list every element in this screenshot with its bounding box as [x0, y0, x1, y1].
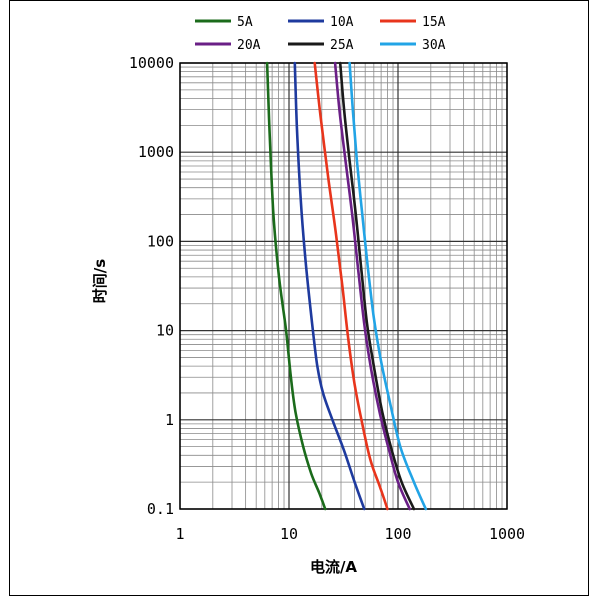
y-tick-label: 0.1	[147, 500, 174, 518]
legend-label-30A: 30A	[422, 38, 446, 53]
legend-label-10A: 10A	[330, 15, 354, 30]
x-tick-label: 100	[384, 525, 411, 543]
series-line-20A	[333, 61, 411, 511]
grid-minor	[180, 63, 507, 509]
series-line-30A	[348, 61, 428, 511]
y-tick-label: 1000	[138, 143, 174, 161]
series-line-10A	[293, 61, 366, 511]
series-line-5A	[265, 61, 327, 511]
legend-label-5A: 5A	[237, 15, 253, 30]
y-tick-labels: 0.1 1 10 100 1000 10000	[129, 54, 174, 518]
y-tick-label: 100	[147, 232, 174, 250]
legend-label-15A: 15A	[422, 15, 446, 30]
legend-label-20A: 20A	[237, 38, 261, 53]
legend: 5A 10A 15A 20A 25A 30A	[195, 15, 446, 53]
chart-frame: 5A 10A 15A 20A 25A 30A 1 10 100 1000 0.1 1 10 100 10…	[9, 0, 589, 596]
plot-area-border	[179, 62, 508, 510]
series-line-25A	[338, 61, 416, 511]
series-line-15A	[313, 61, 389, 511]
x-tick-label: 1	[175, 525, 184, 543]
x-axis-label: 电流/A	[310, 558, 357, 576]
x-tick-labels: 1 10 100 1000	[175, 525, 525, 543]
x-tick-label: 10	[280, 525, 298, 543]
series-group	[265, 61, 428, 511]
y-tick-label: 10000	[129, 54, 174, 72]
x-tick-label: 1000	[489, 525, 525, 543]
legend-label-25A: 25A	[330, 38, 354, 53]
y-axis-label: 时间/s	[91, 259, 109, 303]
y-tick-label: 1	[165, 411, 174, 429]
y-tick-label: 10	[156, 322, 174, 340]
